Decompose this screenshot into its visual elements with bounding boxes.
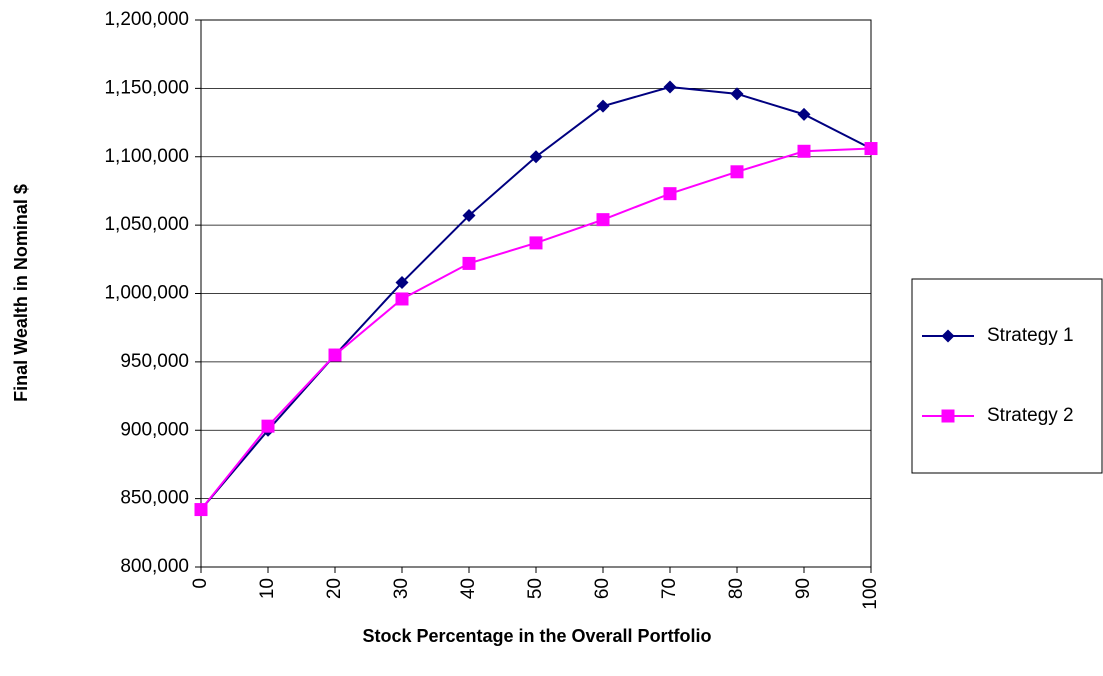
marker xyxy=(797,107,811,121)
x-tick-label: 10 xyxy=(257,578,278,599)
y-tick-label: 900,000 xyxy=(120,419,189,440)
y-tick-label: 1,000,000 xyxy=(104,283,189,304)
marker xyxy=(395,276,409,290)
marker xyxy=(941,409,955,423)
marker xyxy=(797,144,811,158)
x-axis-title: Stock Percentage in the Overall Portfoli… xyxy=(362,626,711,646)
marker xyxy=(462,209,476,223)
x-tick-label: 100 xyxy=(860,578,881,610)
marker xyxy=(261,419,275,433)
y-axis-title: Final Wealth in Nominal $ xyxy=(11,184,31,402)
x-tick-label: 50 xyxy=(525,578,546,599)
y-tick-label: 1,200,000 xyxy=(104,9,189,30)
marker xyxy=(395,292,409,306)
marker xyxy=(529,150,543,164)
legend-label: Strategy 2 xyxy=(987,405,1074,426)
y-tick-label: 1,100,000 xyxy=(104,146,189,167)
y-tick-label: 950,000 xyxy=(120,351,189,372)
marker xyxy=(596,213,610,227)
x-tick-label: 30 xyxy=(391,578,412,599)
legend-label: Strategy 1 xyxy=(987,325,1074,346)
y-tick-label: 1,050,000 xyxy=(104,214,189,235)
plot-border xyxy=(200,19,872,568)
y-tick-label: 800,000 xyxy=(120,556,189,577)
marker xyxy=(663,187,677,201)
marker xyxy=(663,80,677,94)
marker xyxy=(596,99,610,113)
x-tick-label: 60 xyxy=(592,578,613,599)
marker xyxy=(194,503,208,517)
x-tick-label: 90 xyxy=(793,578,814,599)
x-tick-label: 80 xyxy=(726,578,747,599)
marker xyxy=(730,87,744,101)
y-tick-label: 1,150,000 xyxy=(104,77,189,98)
marker xyxy=(864,142,878,156)
legend-box xyxy=(911,278,1103,474)
y-tick-label: 850,000 xyxy=(120,488,189,509)
marker xyxy=(529,236,543,250)
x-tick-label: 20 xyxy=(324,578,345,599)
x-tick-label: 70 xyxy=(659,578,680,599)
marker xyxy=(941,329,955,343)
marker xyxy=(328,348,342,362)
marker xyxy=(462,256,476,270)
marker xyxy=(730,165,744,179)
x-tick-label: 0 xyxy=(190,578,211,589)
x-tick-label: 40 xyxy=(458,578,479,599)
